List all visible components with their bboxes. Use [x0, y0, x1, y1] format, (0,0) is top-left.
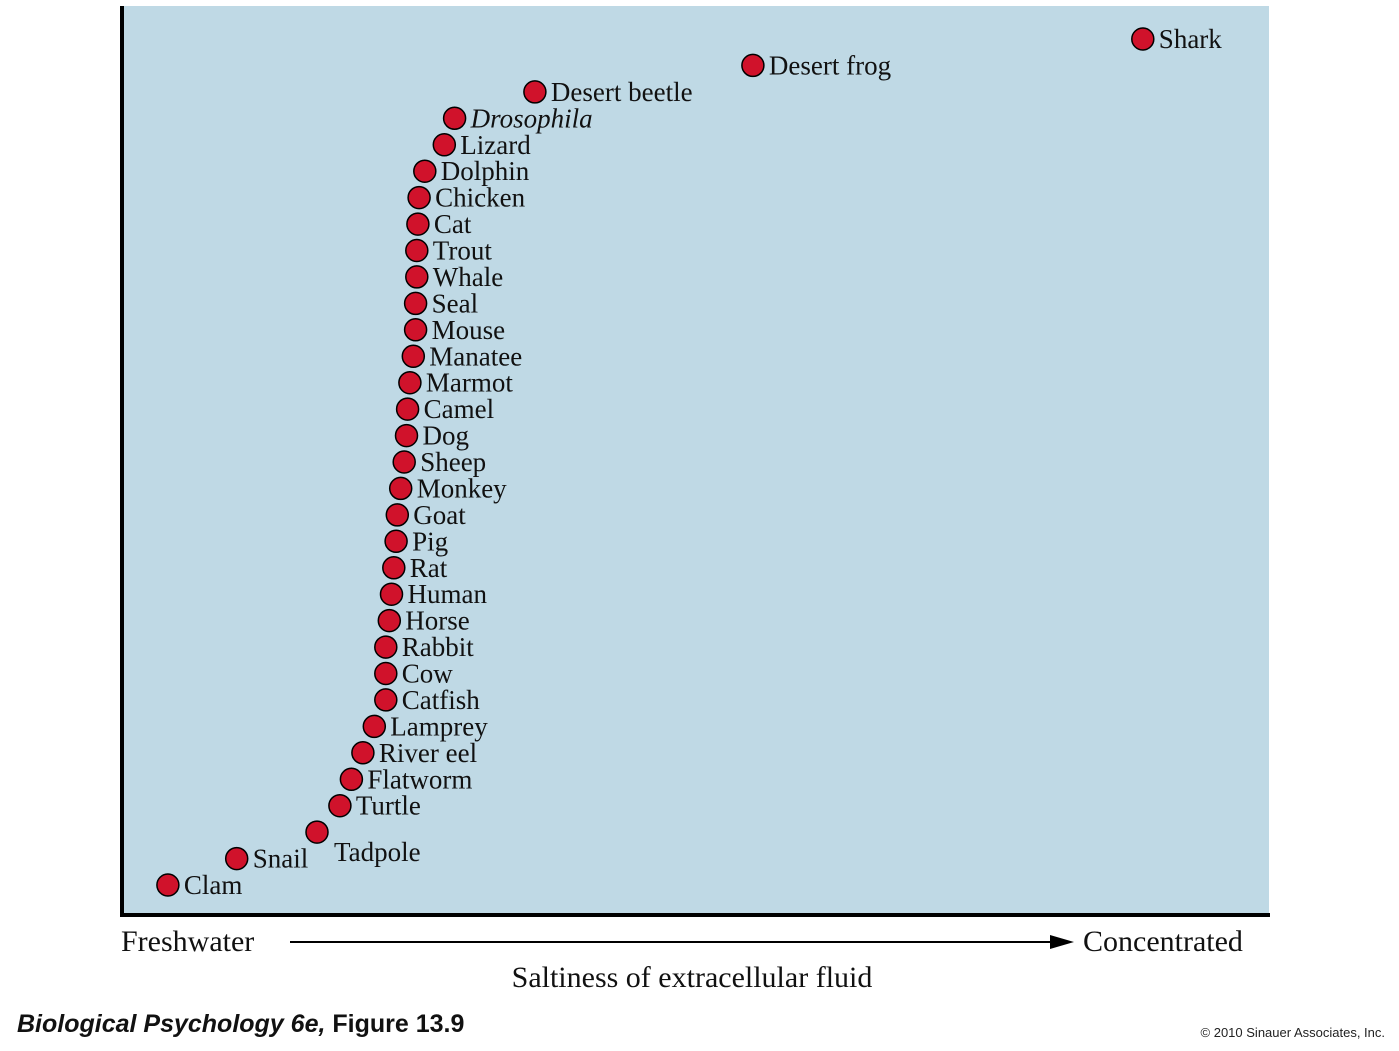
point-label: Human — [408, 579, 488, 609]
point-label: Cat — [434, 209, 472, 239]
point-label: Dog — [423, 421, 470, 451]
point-label: Snail — [253, 844, 309, 874]
data-point — [351, 741, 375, 765]
point-label: Mouse — [432, 315, 506, 345]
data-point — [523, 80, 547, 104]
data-point — [392, 450, 416, 474]
data-point — [403, 291, 428, 316]
point-label: Chicken — [435, 183, 525, 213]
data-point — [224, 846, 249, 871]
data-point — [328, 793, 352, 818]
data-point — [401, 344, 426, 369]
x-axis-left-label: Freshwater — [121, 925, 254, 958]
point-label: Camel — [424, 394, 494, 424]
point-label: Dolphin — [441, 156, 530, 186]
data-point — [374, 661, 398, 686]
point-label: Desert frog — [769, 50, 891, 80]
point-label: Trout — [433, 236, 493, 266]
data-point — [432, 133, 457, 157]
data-point — [394, 423, 419, 448]
copyright-notice: © 2010 Sinauer Associates, Inc. — [1200, 1025, 1385, 1040]
data-point — [1131, 27, 1155, 51]
data-point — [382, 556, 406, 580]
data-point — [362, 714, 387, 739]
point-label: Flatworm — [367, 764, 472, 794]
data-point — [339, 767, 364, 792]
point-label: Monkey — [417, 473, 507, 503]
point-label: Goat — [413, 500, 466, 530]
data-point — [377, 608, 402, 633]
point-label: Rat — [410, 553, 448, 583]
figure-caption: Biological Psychology 6e, Figure 13.9 — [17, 1010, 464, 1039]
point-label: Drosophila — [470, 103, 593, 133]
data-point — [395, 397, 420, 421]
point-label: Desert beetle — [551, 77, 693, 107]
data-point — [374, 688, 398, 712]
point-label: Cow — [402, 659, 454, 689]
point-label: Seal — [432, 288, 479, 318]
caption-book-title: Biological Psychology 6e, — [17, 1010, 326, 1038]
data-point — [405, 265, 429, 289]
plot-area — [122, 6, 1269, 914]
point-label: Clam — [184, 870, 243, 900]
data-point — [385, 503, 410, 527]
data-point — [156, 873, 180, 897]
point-label: River eel — [379, 738, 477, 768]
point-label: Sheep — [420, 447, 486, 477]
x-axis-right-label: Concentrated — [1083, 925, 1243, 958]
point-label: Manatee — [429, 341, 522, 371]
x-axis-title: Saltiness of extracellular fluid — [512, 961, 873, 994]
point-label: Catfish — [402, 685, 480, 715]
data-point — [442, 106, 467, 131]
data-point — [398, 370, 422, 395]
caption-figure-number: Figure 13.9 — [325, 1010, 465, 1038]
data-points — [156, 27, 1155, 897]
data-point — [406, 212, 430, 236]
x-axis-arrowhead — [1050, 935, 1074, 949]
data-point — [374, 635, 398, 659]
point-label: Shark — [1159, 24, 1222, 54]
data-point — [403, 318, 428, 342]
data-point — [741, 53, 765, 78]
point-label: Whale — [433, 262, 503, 292]
data-point — [407, 185, 431, 210]
point-label: Turtle — [356, 791, 421, 821]
point-label: Rabbit — [402, 632, 474, 662]
data-point — [413, 159, 437, 183]
data-point — [305, 820, 329, 844]
data-point — [405, 238, 429, 263]
data-point — [388, 476, 413, 501]
point-label: Pig — [412, 526, 448, 556]
point-label: Horse — [405, 606, 469, 636]
point-label: Lizard — [460, 130, 531, 160]
point-label: Lamprey — [390, 711, 488, 741]
data-point — [379, 582, 404, 606]
point-label: Tadpole — [334, 837, 421, 867]
data-point — [384, 529, 408, 554]
point-label: Marmot — [426, 368, 513, 398]
